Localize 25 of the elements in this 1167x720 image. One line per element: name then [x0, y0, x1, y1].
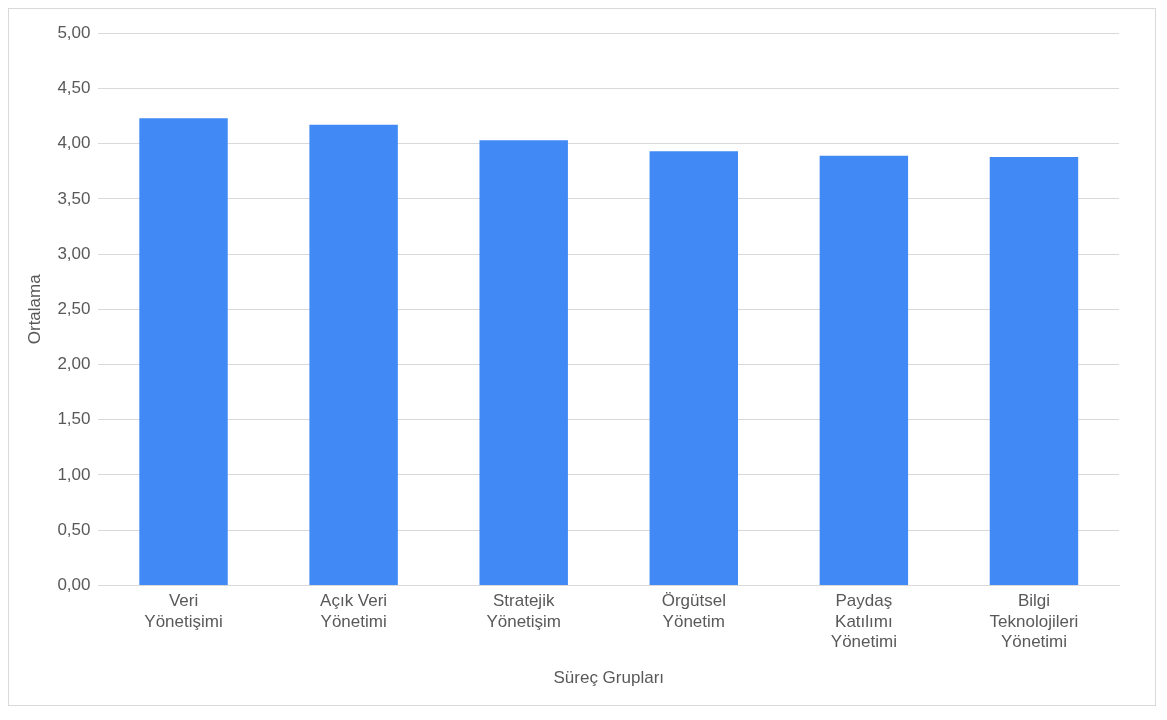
x-tick-label: Paydaş Katılımı Yönetimi — [830, 591, 897, 652]
bar — [989, 156, 1079, 585]
bar — [649, 151, 739, 585]
x-tick-label: Veri Yönetişimi — [144, 591, 223, 631]
y-tick-label: 3,50 — [57, 188, 91, 208]
y-tick-label: 5,00 — [57, 22, 91, 42]
x-tick-label: Örgütsel Yönetim — [661, 591, 726, 631]
y-tick-label: 0,00 — [57, 575, 91, 595]
x-tick-label: Stratejik Yönetişim — [486, 591, 562, 631]
bar — [139, 118, 228, 585]
y-tick-label: 1,00 — [57, 464, 91, 484]
y-tick-label: 2,00 — [57, 354, 91, 374]
x-tick-label: Bilgi Teknolojileri Yönetimi — [989, 591, 1079, 652]
y-tick-label: 3,00 — [57, 243, 91, 263]
y-tick-label: 0,50 — [57, 519, 91, 539]
bar — [479, 140, 568, 585]
bar — [819, 155, 909, 585]
y-axis-title: Ortalama — [24, 273, 44, 345]
bar — [309, 124, 398, 585]
y-tick-label: 1,50 — [57, 409, 91, 429]
x-tick-label: Açık Veri Yönetimi — [320, 591, 388, 631]
y-tick-label: 2,50 — [57, 298, 91, 318]
x-axis-title: Süreç Grupları — [553, 668, 665, 688]
y-tick-label: 4,00 — [57, 133, 91, 153]
y-tick-label: 4,50 — [57, 78, 91, 98]
